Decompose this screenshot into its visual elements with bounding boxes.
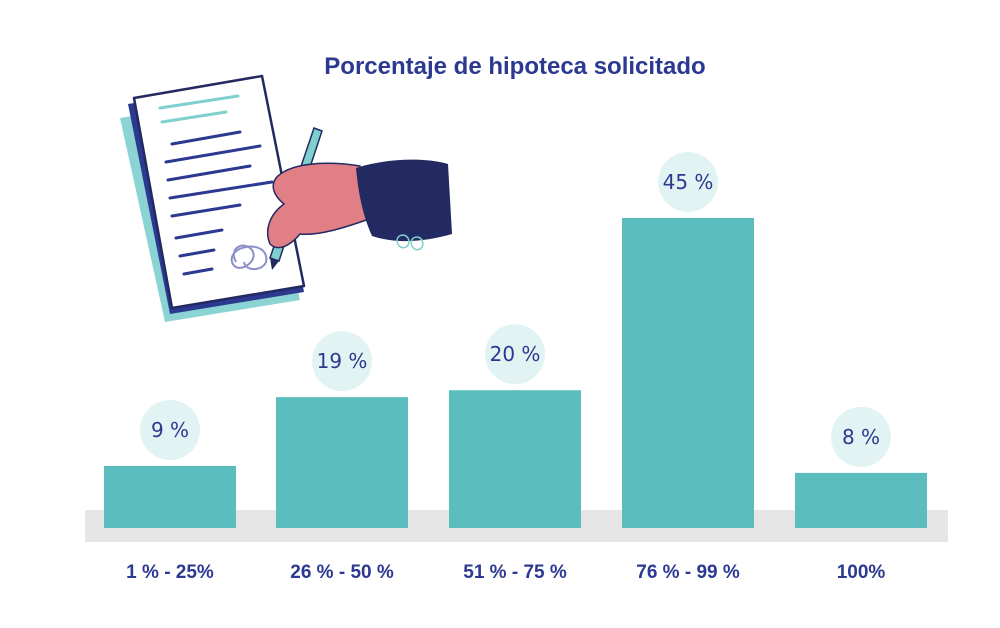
- bar: [795, 472, 927, 528]
- bar: [622, 218, 754, 528]
- value-label-bubble: [658, 152, 718, 212]
- bar-series: 9 % 1 % - 25% 19 % 26 % - 50 % 20 % 51 % - 75…: [104, 152, 927, 583]
- value-label: 45 %: [663, 170, 714, 194]
- bar: [276, 397, 408, 528]
- signing-document-illustration: [120, 74, 452, 322]
- category-label: 100%: [837, 562, 886, 583]
- bar: [449, 390, 581, 528]
- bar: [104, 466, 236, 528]
- value-label: 19 %: [317, 349, 368, 373]
- value-label-bubble: [831, 406, 891, 467]
- chart-title: Porcentaje de hipoteca solicitado: [324, 53, 705, 80]
- value-label: 9 %: [151, 418, 189, 442]
- value-label: 20 %: [490, 342, 541, 366]
- category-label: 76 % - 99 %: [636, 562, 740, 583]
- category-label: 1 % - 25%: [126, 562, 214, 583]
- category-label: 26 % - 50 %: [290, 562, 394, 583]
- value-label: 8 %: [842, 425, 880, 449]
- value-label-bubble: [485, 324, 545, 385]
- value-label-bubble: [312, 331, 372, 392]
- category-label: 51 % - 75 %: [463, 562, 567, 583]
- value-label-bubble: [140, 400, 200, 460]
